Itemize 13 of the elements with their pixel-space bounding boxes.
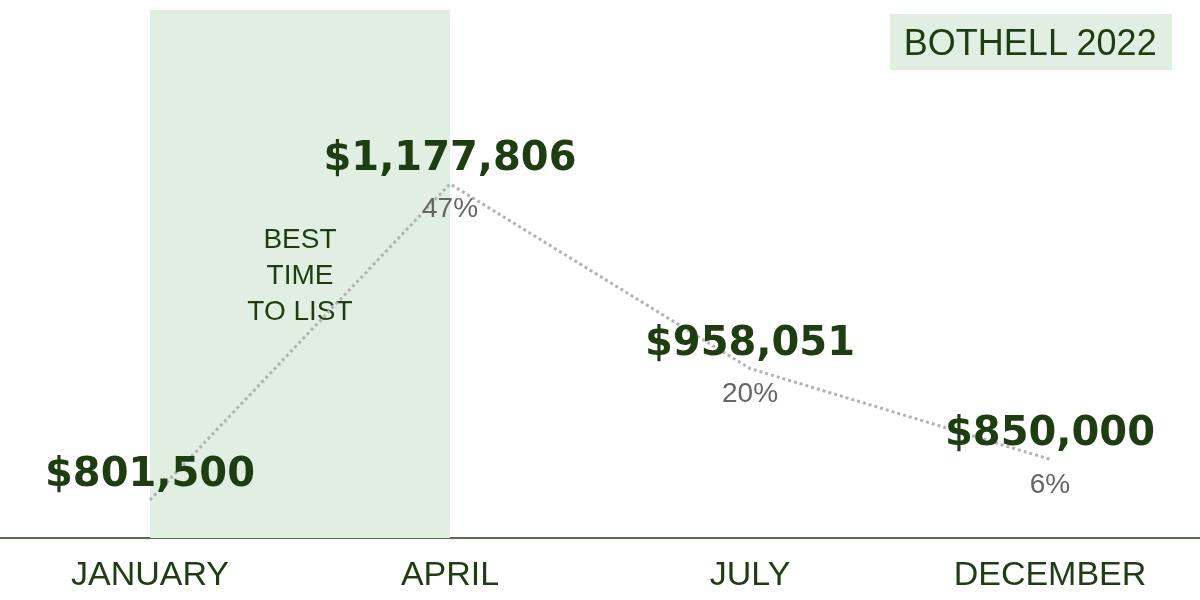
x-tick-label: JANUARY — [70, 554, 230, 592]
x-tick-label: JULY — [709, 554, 791, 592]
chart-title: BOTHELL 2022 — [903, 21, 1157, 63]
annotation: 47% — [421, 192, 479, 224]
annotation: 20% — [721, 377, 779, 409]
data-label: $958,051 — [644, 317, 856, 364]
data-label: $850,000 — [944, 408, 1156, 455]
data-label: $1,177,806 — [323, 132, 577, 179]
x-tick-label: APRIL — [400, 554, 500, 592]
data-label: $801,500 — [44, 449, 256, 496]
band-label: BEST TIME TO LIST — [247, 222, 353, 326]
x-tick-label: DECEMBER — [953, 554, 1147, 592]
annotation: 6% — [1029, 467, 1071, 499]
